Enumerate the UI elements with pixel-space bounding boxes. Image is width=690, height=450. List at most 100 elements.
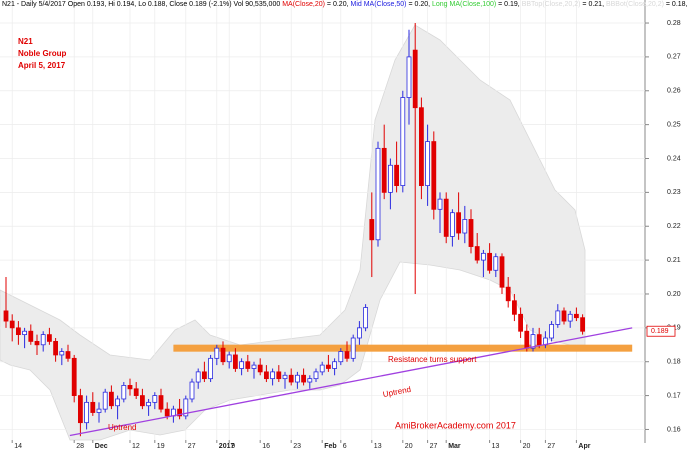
candle-body — [325, 364, 331, 369]
x-tick-label: 27 — [188, 443, 196, 450]
candle-body — [133, 388, 139, 396]
candle-body — [530, 334, 536, 349]
x-tick-label: 13 — [492, 443, 500, 450]
header: N21 - Daily 5/4/2017 Open 0.193, Hi 0.19… — [2, 1, 690, 8]
candle-body — [412, 49, 418, 109]
candle-body — [34, 340, 40, 346]
candle-body — [505, 286, 511, 302]
x-tick-label: 2017 — [219, 443, 235, 450]
candle-body — [400, 97, 406, 186]
x-tick-label: 12 — [132, 443, 140, 450]
x-tick-label: Dec — [95, 443, 108, 450]
candle-body — [369, 219, 375, 241]
candle-body — [164, 408, 170, 417]
candle-body — [78, 395, 83, 424]
candle-body — [468, 219, 474, 247]
y-tick-label: 0.26 — [667, 88, 681, 95]
candle-body — [59, 351, 65, 356]
candles: 0.189 — [3, 23, 676, 437]
x-tick-label: 13 — [374, 443, 382, 450]
x-tick-label: 27 — [547, 443, 555, 450]
candle-body — [307, 378, 313, 383]
candle-body — [214, 347, 220, 359]
candle-body — [580, 317, 585, 332]
candle-body — [84, 401, 89, 424]
candle-body — [22, 330, 28, 336]
x-tick-label: 20 — [523, 443, 531, 450]
candle-body — [208, 357, 214, 380]
candle-body — [338, 351, 344, 363]
candle-body — [158, 395, 164, 410]
candle-body — [443, 198, 449, 237]
candle-body — [195, 371, 201, 383]
candle-body — [356, 327, 362, 339]
candle-body — [301, 374, 307, 383]
candle-body — [152, 395, 158, 403]
candle-body — [536, 334, 542, 346]
header-text: MA(Close,20) — [282, 1, 325, 8]
candle-body — [406, 56, 412, 98]
candle-body — [313, 371, 319, 380]
candle-body — [431, 141, 437, 210]
watermark: AmiBrokerAcademy.com 2017 — [395, 420, 516, 430]
candle-body — [574, 313, 579, 319]
candle-body — [276, 371, 282, 380]
y-tick-label: 0.28 — [667, 20, 681, 27]
y-tick-label: 0.20 — [667, 291, 681, 298]
candle-body — [90, 401, 96, 413]
candle-body — [381, 147, 387, 193]
candle-body — [9, 320, 15, 329]
x-tick-label: 28 — [76, 443, 84, 450]
header-text: = 0.19, — [496, 1, 522, 8]
candle-body — [288, 374, 294, 383]
candle-body — [270, 371, 276, 380]
x-tick-label: 6 — [343, 443, 347, 450]
x-tick-label: 14 — [14, 443, 22, 450]
candle-body — [524, 330, 530, 349]
last-price-box — [646, 325, 676, 337]
candle-body — [115, 398, 120, 407]
x-tick-label: Mar — [448, 443, 461, 450]
trend-line — [69, 327, 633, 437]
candle-body — [282, 374, 288, 380]
candle-body — [487, 252, 493, 271]
candle-body — [183, 398, 189, 417]
y-tick-label: 0.24 — [667, 155, 681, 162]
candle-body — [456, 212, 462, 234]
candle-body — [40, 334, 46, 346]
x-tick-label: Feb — [324, 443, 336, 450]
candle-body — [518, 313, 523, 332]
candle-body — [555, 310, 561, 325]
candle-body — [561, 310, 567, 322]
candle-body — [239, 361, 245, 369]
resistance-band — [173, 344, 633, 352]
candle-body — [375, 147, 381, 241]
candle-body — [437, 198, 443, 210]
candle-body — [567, 313, 573, 322]
candle-body — [65, 351, 71, 359]
candle-body — [319, 364, 325, 373]
x-tick-label: 19 — [157, 443, 165, 450]
header-text: = 0.20, — [406, 1, 432, 8]
y-tick-label: 0.22 — [667, 223, 681, 230]
header-text: = 0.21, — [580, 1, 606, 8]
candle-body — [177, 408, 183, 417]
header-text: Mid MA(Close,50) — [350, 1, 407, 8]
candle-body — [201, 371, 207, 380]
candle-body — [332, 361, 338, 369]
candle-body — [474, 246, 480, 261]
x-tick-label: 16 — [262, 443, 270, 450]
candle-body — [294, 374, 300, 383]
company: Noble Group — [18, 49, 67, 58]
y-tick-label: 0.16 — [667, 426, 681, 433]
candle-body — [71, 357, 77, 396]
uptrend-label: Uptrend — [108, 423, 136, 432]
y-tick-label: 0.18 — [667, 359, 681, 366]
candle-body — [251, 364, 257, 369]
candle-body — [15, 327, 21, 336]
last-price-label: 0.189 — [651, 328, 669, 335]
y-tick-label: 0.25 — [667, 121, 681, 128]
ticker: N21 — [18, 37, 33, 46]
candle-body — [189, 381, 195, 400]
